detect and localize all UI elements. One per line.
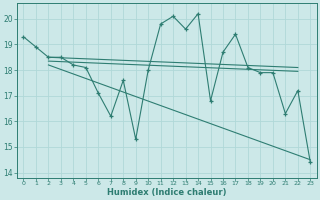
X-axis label: Humidex (Indice chaleur): Humidex (Indice chaleur) (107, 188, 227, 197)
